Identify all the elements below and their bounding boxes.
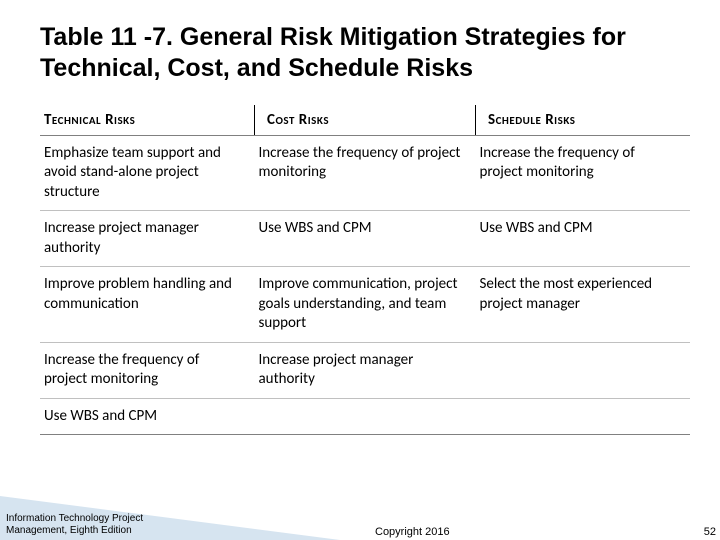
table-cell: Increase project manager authority (255, 342, 476, 398)
table-cell (476, 398, 691, 435)
slide: Table 11 -7. General Risk Mitigation Str… (0, 0, 720, 540)
slide-footer: Information Technology Project Managemen… (0, 494, 720, 540)
table-title: Table 11 -7. General Risk Mitigation Str… (40, 22, 690, 85)
risk-mitigation-table: Technical Risks Cost Risks Schedule Risk… (40, 105, 690, 436)
table-cell: Increase project manager authority (40, 211, 255, 267)
table-cell: Increase the frequency of project monito… (476, 135, 691, 211)
footer-copyright: Copyright 2016 (375, 526, 450, 538)
table-header-row: Technical Risks Cost Risks Schedule Risk… (40, 105, 690, 136)
column-header-technical: Technical Risks (40, 105, 255, 136)
footer-page-number: 52 (704, 526, 716, 538)
table-row: Increase the frequency of project monito… (40, 342, 690, 398)
column-header-cost: Cost Risks (255, 105, 476, 136)
table-row: Emphasize team support and avoid stand-a… (40, 135, 690, 211)
table-row: Use WBS and CPM (40, 398, 690, 435)
table-cell: Emphasize team support and avoid stand-a… (40, 135, 255, 211)
footer-source-line1: Information Technology Project (6, 513, 143, 524)
footer-source-text: Information Technology Project Managemen… (6, 513, 176, 536)
table-cell: Use WBS and CPM (255, 211, 476, 267)
table-cell: Use WBS and CPM (40, 398, 255, 435)
table-cell: Increase the frequency of project monito… (40, 342, 255, 398)
table-cell (255, 398, 476, 435)
table-cell: Use WBS and CPM (476, 211, 691, 267)
table-cell: Improve problem handling and communicati… (40, 267, 255, 343)
column-header-schedule: Schedule Risks (476, 105, 691, 136)
table-row: Improve problem handling and communicati… (40, 267, 690, 343)
table-row: Increase project manager authority Use W… (40, 211, 690, 267)
table-cell: Select the most experienced project mana… (476, 267, 691, 343)
table-cell: Increase the frequency of project monito… (255, 135, 476, 211)
table-cell (476, 342, 691, 398)
footer-source-line2: Management, Eighth Edition (6, 525, 132, 536)
table-cell: Improve communication, project goals und… (255, 267, 476, 343)
